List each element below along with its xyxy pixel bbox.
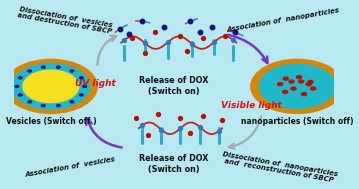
Circle shape: [251, 59, 344, 113]
Circle shape: [12, 64, 90, 109]
Text: nanoparticles (Switch off): nanoparticles (Switch off): [241, 117, 354, 126]
Text: Dissociation of  nanoparticles
and  reconstruction of SBCP: Dissociation of nanoparticles and recons…: [221, 151, 339, 184]
Circle shape: [306, 83, 311, 86]
Text: Dissociation of  vesicles
and destruction of SBCP: Dissociation of vesicles and destruction…: [17, 5, 113, 35]
Circle shape: [23, 70, 79, 103]
Circle shape: [311, 87, 316, 90]
Circle shape: [70, 70, 74, 72]
Circle shape: [283, 90, 288, 93]
Circle shape: [308, 81, 313, 83]
Circle shape: [57, 105, 60, 107]
Text: Release of DOX
(Switch on): Release of DOX (Switch on): [139, 76, 209, 95]
Circle shape: [80, 94, 83, 96]
Circle shape: [42, 66, 45, 68]
Circle shape: [19, 94, 22, 96]
Circle shape: [80, 77, 83, 79]
Circle shape: [15, 85, 19, 87]
Text: Association of  vesicles: Association of vesicles: [24, 156, 116, 178]
Circle shape: [291, 87, 296, 90]
Circle shape: [283, 77, 288, 80]
Text: UV light: UV light: [75, 79, 116, 88]
Text: Release of DOX
(Switch on): Release of DOX (Switch on): [139, 154, 209, 174]
Circle shape: [302, 93, 307, 96]
Circle shape: [42, 105, 45, 107]
Text: Visible light: Visible light: [221, 101, 282, 109]
Circle shape: [83, 85, 87, 87]
Circle shape: [259, 64, 335, 108]
Text: Association of  nanoparticles: Association of nanoparticles: [226, 7, 340, 33]
Circle shape: [70, 101, 74, 103]
Circle shape: [278, 83, 283, 86]
Circle shape: [4, 59, 97, 113]
Circle shape: [57, 66, 60, 68]
Circle shape: [28, 70, 32, 72]
Circle shape: [289, 80, 294, 83]
Text: Vesicles (Switch off ): Vesicles (Switch off ): [5, 117, 96, 126]
Circle shape: [19, 77, 22, 79]
Circle shape: [297, 76, 302, 79]
Circle shape: [298, 80, 304, 83]
Circle shape: [28, 101, 32, 103]
